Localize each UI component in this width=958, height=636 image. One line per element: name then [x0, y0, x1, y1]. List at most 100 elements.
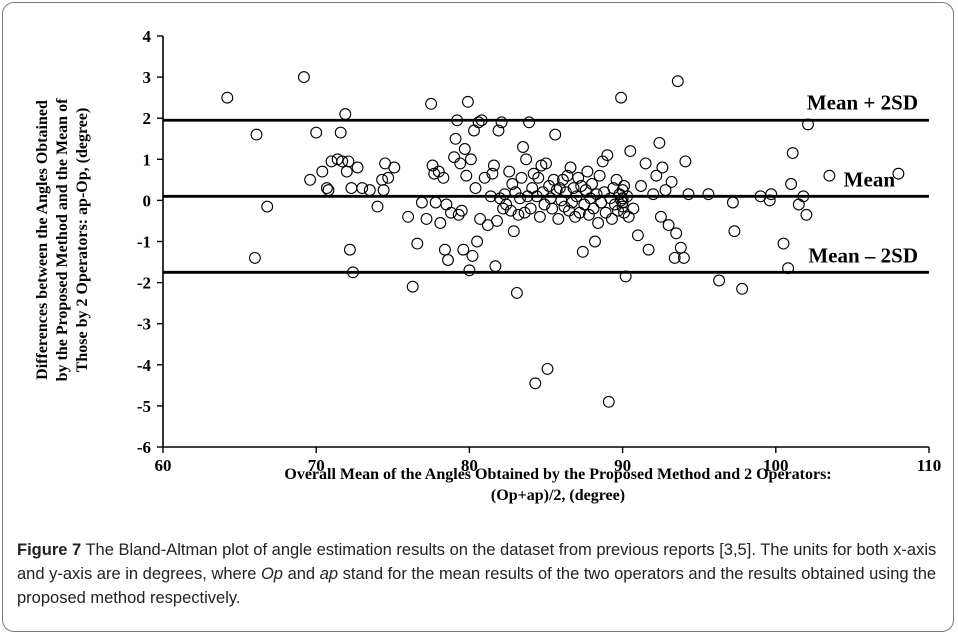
data-point — [489, 260, 502, 273]
data-point — [763, 194, 776, 207]
data-point — [371, 200, 384, 213]
data-point — [524, 202, 537, 215]
data-point — [605, 212, 618, 225]
data-point — [713, 274, 726, 287]
data-point — [221, 91, 234, 104]
data-point — [624, 145, 637, 158]
data-point — [579, 184, 592, 197]
data-point — [454, 157, 467, 170]
data-point — [599, 206, 612, 219]
data-point — [621, 190, 634, 203]
data-point — [434, 217, 447, 229]
x-tick-label: 70 — [308, 456, 325, 475]
data-point — [478, 171, 491, 184]
data-point — [631, 229, 644, 242]
data-point — [572, 171, 585, 184]
data-point — [653, 136, 666, 149]
caption-text-part2: and — [282, 565, 320, 583]
data-point — [472, 116, 485, 129]
y-tick-label: -1 — [137, 233, 151, 252]
data-point — [559, 186, 572, 199]
data-point — [466, 249, 479, 262]
data-point — [514, 192, 526, 205]
data-point — [656, 161, 669, 174]
data-point — [320, 182, 333, 195]
y-axis-title-line1: Differences between the Angles Obtained — [34, 100, 51, 380]
data-point — [679, 155, 692, 168]
data-point — [627, 202, 640, 215]
x-tick-label: 100 — [763, 456, 789, 475]
x-tick-label: 80 — [461, 456, 478, 475]
x-tick-label: 90 — [614, 456, 631, 475]
data-point — [546, 202, 559, 215]
data-point — [786, 147, 799, 160]
data-point — [463, 264, 476, 277]
data-point — [587, 202, 600, 215]
data-point — [504, 204, 517, 217]
data-point — [449, 132, 462, 145]
data-point — [334, 126, 347, 139]
data-point — [510, 286, 523, 299]
data-point — [523, 116, 536, 129]
data-point — [316, 165, 329, 178]
data-point — [388, 161, 401, 174]
data-point — [517, 141, 529, 153]
data-point — [540, 157, 552, 170]
data-point — [674, 241, 687, 254]
data-point — [601, 149, 614, 162]
data-point — [823, 169, 836, 182]
data-point — [564, 161, 577, 174]
data-point — [402, 210, 415, 223]
x-ticks: 60 70 80 90 100 110 — [155, 447, 942, 475]
data-point — [530, 190, 543, 203]
data-point — [642, 243, 655, 256]
data-point — [486, 167, 499, 180]
data-point — [351, 161, 364, 174]
data-point — [668, 251, 681, 264]
data-point — [406, 280, 419, 293]
data-point — [596, 155, 609, 168]
data-point — [593, 169, 606, 182]
data-point — [420, 212, 433, 225]
data-point — [340, 165, 353, 178]
data-point — [736, 282, 749, 295]
data-point — [342, 155, 355, 168]
data-point — [612, 204, 624, 217]
caption-ap-term: ap — [319, 565, 339, 583]
data-point — [526, 182, 539, 195]
data-point — [662, 219, 675, 232]
data-point — [461, 95, 474, 108]
data-point — [506, 178, 519, 190]
x-axis-title-line2: (Op+ap)/2, (degree) — [491, 487, 625, 504]
data-point — [475, 114, 488, 127]
data-point — [325, 155, 338, 168]
data-point — [448, 151, 461, 164]
y-tick-label: -4 — [137, 356, 152, 375]
data-point — [457, 243, 470, 256]
data-point — [765, 188, 778, 201]
data-point — [550, 184, 563, 197]
data-point — [520, 153, 533, 166]
data-point — [797, 190, 810, 203]
y-tick-label: 2 — [143, 109, 152, 128]
data-point — [558, 200, 571, 213]
data-point — [469, 182, 482, 195]
data-point — [507, 225, 520, 238]
data-point — [442, 254, 454, 266]
data-point — [487, 159, 500, 172]
data-point — [586, 178, 598, 190]
bland-altman-plot: 4 3 2 1 0 -1 -2 -3 -4 -5 -6 60 70 80 90 100 110 Mean + … — [34, 27, 942, 504]
data-point — [581, 165, 594, 178]
reference-line-label: Mean – 2SD — [808, 243, 918, 267]
data-point — [492, 124, 505, 137]
data-point — [425, 97, 438, 110]
data-point — [777, 237, 790, 250]
data-point — [569, 210, 582, 223]
data-point — [529, 377, 542, 390]
data-point — [518, 206, 531, 219]
data-points — [221, 71, 905, 408]
data-point — [608, 198, 621, 211]
reference-line-labels: Mean + 2SD Mean Mean – 2SD — [807, 90, 918, 267]
x-tick-label: 110 — [917, 456, 942, 475]
